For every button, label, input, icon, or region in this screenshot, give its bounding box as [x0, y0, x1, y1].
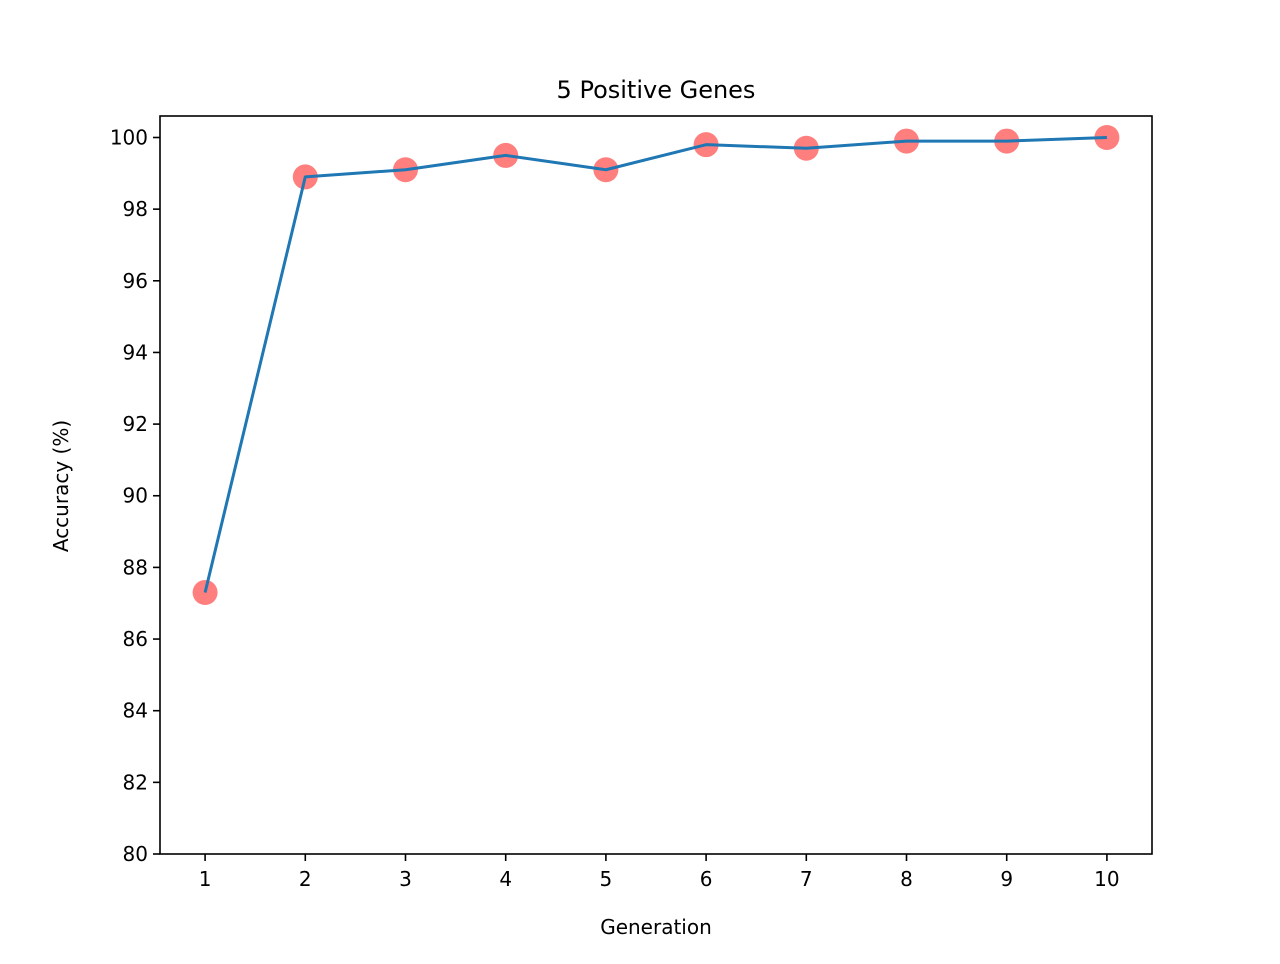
data-layer [192, 124, 1120, 605]
x-tick-label: 2 [299, 867, 312, 891]
y-tick-label: 98 [123, 197, 148, 221]
x-tick-label: 7 [800, 867, 813, 891]
axes: 1 2 3 4 5 6 7 8 9 10 80 82 84 86 88 90 92 94 96 98 100 [110, 115, 1153, 891]
y-tick-label: 96 [123, 269, 148, 293]
x-tick-label: 10 [1094, 867, 1119, 891]
y-tick-label: 84 [123, 699, 148, 723]
x-tick-label: 6 [700, 867, 713, 891]
x-tick-label: 4 [499, 867, 512, 891]
y-tick-label: 80 [123, 842, 148, 866]
series-line [203, 136, 1107, 593]
y-tick-label: 100 [110, 125, 148, 149]
x-tick-label: 5 [600, 867, 613, 891]
y-tick-label: 94 [123, 340, 148, 364]
y-tick-label: 82 [123, 770, 148, 794]
x-tick-label: 9 [1000, 867, 1013, 891]
x-tick-label: 8 [900, 867, 913, 891]
y-tick-label: 88 [123, 555, 148, 579]
x-tick-label: 3 [399, 867, 412, 891]
x-axis-label: Generation [600, 915, 712, 939]
y-tick-label: 90 [123, 484, 148, 508]
y-tick-label: 92 [123, 412, 148, 436]
x-tick-label: 1 [199, 867, 212, 891]
chart-title: 5 Positive Genes [557, 76, 756, 104]
plot-frame [159, 115, 1153, 855]
y-axis-label: Accuracy (%) [49, 420, 73, 552]
y-tick-label: 86 [123, 627, 148, 651]
